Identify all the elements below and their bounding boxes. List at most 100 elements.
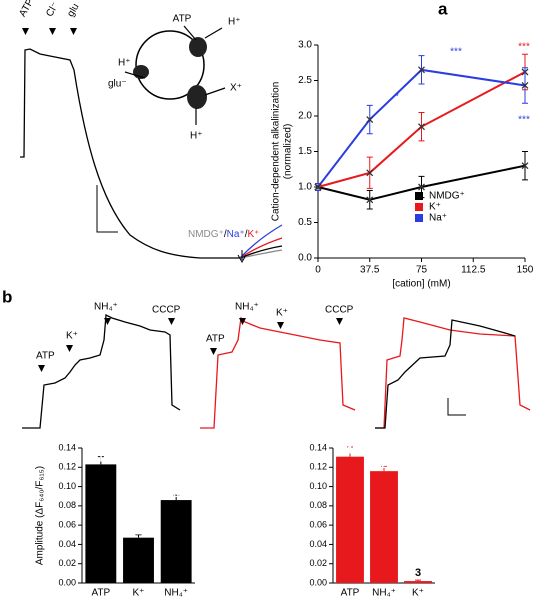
y-tick-label: 0.06 [58, 520, 76, 530]
bar [123, 537, 154, 583]
bar-number: 1 [347, 445, 353, 457]
x-tick-label: 150 [517, 265, 534, 276]
y-tick-label: 0.0 [298, 253, 312, 264]
y-tick-label: 0.5 [298, 217, 312, 228]
x-tick-label: ATP [91, 588, 110, 599]
x-tick-label: 75 [416, 265, 428, 276]
bar [370, 471, 398, 583]
trace-label: CCCP [325, 305, 354, 316]
y-tick-label: 0.12 [309, 462, 327, 472]
panel-label: a [438, 0, 448, 18]
bar-number: 1 [98, 452, 104, 464]
series-line [317, 68, 526, 188]
error-bar [381, 465, 387, 472]
trace-label: K⁺ [276, 308, 288, 319]
error-bar [97, 456, 104, 465]
marker [418, 123, 425, 131]
x-tick-label: ATP [341, 588, 360, 599]
legend-swatch [415, 203, 423, 211]
y-tick-label: 0.08 [58, 500, 76, 510]
y-tick-label: 0.10 [309, 481, 327, 491]
x-tick-label: NH₄⁺ [164, 588, 188, 599]
x-tick-label: K⁺ [133, 588, 145, 599]
y-tick-label: 0.10 [58, 481, 76, 491]
y-tick-label: 2.5 [298, 75, 312, 86]
y-tick-label: 1.5 [298, 146, 312, 157]
y-tick-label: 1.0 [298, 182, 312, 193]
y-axis-label: Cation-dependent alkalinization [271, 82, 282, 222]
cation-key-text: / [245, 229, 248, 240]
cation-key-text: K⁺ [247, 229, 259, 240]
y-axis-label: Amplitude (ΔF₆₄₀/F₆₁₅) [35, 466, 46, 565]
cation-key-text: NMDG⁺ [188, 229, 224, 240]
y-tick-label: 0.12 [58, 462, 76, 472]
y-tick-label: 3.0 [298, 40, 312, 51]
bar-number: 3 [173, 488, 179, 500]
bar [336, 456, 364, 583]
x-tick-label: 112.5 [461, 265, 486, 276]
bar-number: 2 [135, 526, 141, 538]
error-bar [173, 494, 180, 501]
trace-label: glu [65, 2, 81, 19]
trace-label: ATP [36, 351, 55, 362]
x-tick-label: NH₄⁺ [372, 588, 396, 599]
diagram-label: ATP [173, 14, 192, 25]
y-tick-label: 0.06 [309, 520, 327, 530]
y-tick-label: 0.14 [309, 442, 327, 452]
legend-label: NMDG⁺ [429, 191, 465, 202]
marker [521, 162, 529, 170]
cation-key-text: Na⁺ [227, 229, 245, 240]
diagram-label: glu⁻ [108, 79, 127, 90]
bar [160, 500, 192, 583]
marker [366, 116, 374, 124]
y-tick-label: 0.04 [309, 539, 327, 549]
annotation: * [395, 92, 399, 103]
legend-label: K⁺ [429, 202, 441, 213]
error-bar [347, 446, 353, 457]
legend-swatch [415, 214, 423, 222]
marker [314, 183, 322, 191]
marker [418, 183, 425, 191]
marker [366, 196, 374, 204]
y-tick-label: 2.0 [298, 111, 312, 122]
trace-label: ATP [206, 334, 225, 345]
legend-swatch [415, 192, 423, 200]
cation-key-text: / [224, 229, 227, 240]
error-bar [415, 579, 421, 582]
bar [85, 464, 117, 583]
series-line [317, 71, 526, 188]
error-bar [135, 534, 142, 538]
diagram-label: H⁺ [118, 58, 131, 69]
annotation: *** [450, 47, 462, 58]
y-tick-label: 0.02 [58, 558, 76, 568]
y-tick-label: 0.00 [58, 577, 76, 587]
diagram-label: H⁺ [190, 131, 203, 142]
panel-label: b [2, 287, 12, 306]
trace-label: K⁺ [66, 331, 78, 342]
annotation: *** [518, 42, 530, 53]
y-axis-label: (normalized) [283, 124, 294, 180]
trace-a [20, 28, 283, 264]
diagram-label: X⁺ [230, 83, 242, 94]
marker [521, 82, 529, 89]
marker [366, 169, 374, 177]
bar-number: 3 [415, 567, 421, 579]
trace-label: ATP [17, 0, 36, 19]
x-axis-label: [cation] (mM) [392, 279, 450, 290]
transport-diagram [124, 25, 226, 125]
traces-b [22, 313, 531, 429]
y-tick-label: 0.08 [309, 500, 327, 510]
annotation: *** [518, 115, 530, 126]
cation-key: NMDG⁺/Na⁺/K⁺ [188, 229, 259, 240]
trace-label: NH₄⁺ [94, 302, 118, 313]
trace-label: NH₄⁺ [235, 302, 259, 313]
y-tick-label: 0.14 [58, 442, 76, 452]
bar [404, 581, 432, 583]
x-tick-label: 0 [315, 265, 321, 276]
marker [418, 66, 425, 74]
y-tick-label: 0.04 [58, 539, 76, 549]
x-tick-label: K⁺ [412, 588, 424, 599]
y-tick-label: 0.02 [309, 558, 327, 568]
trace-label: CCCP [152, 305, 181, 316]
diagram-label: H⁺ [228, 17, 241, 28]
